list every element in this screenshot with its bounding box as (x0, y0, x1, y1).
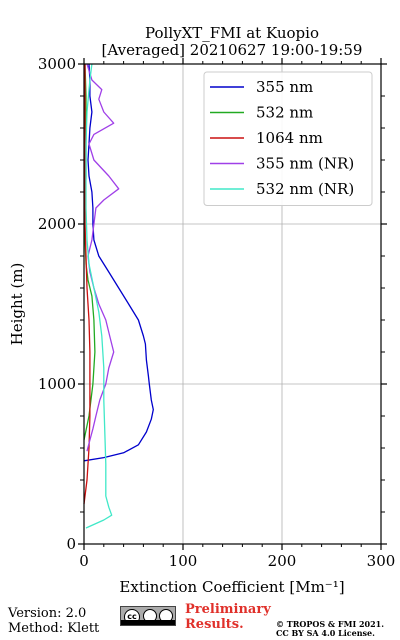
plot-frame (83, 63, 382, 545)
legend-box (203, 71, 373, 206)
series-lines (83, 63, 154, 529)
preliminary-results-notice: Preliminary Results. (185, 602, 271, 632)
x-tick-label: 200 (268, 552, 297, 570)
x-tick-label: 100 (169, 552, 198, 570)
legend-entry-label: 355 nm (256, 78, 313, 96)
y-axis-label: Height (m) (8, 263, 26, 346)
legend-entry-label: 355 nm (NR) (256, 155, 354, 173)
footer-info: Version: 2.0 Method: Klett (8, 606, 99, 636)
copyright-line-1: © TROPOS & FMI 2021. (276, 619, 385, 629)
y-tick-label: 2000 (38, 215, 76, 233)
chart-title: PollyXT_FMI at Kuopio[Averaged] 20210627… (102, 24, 363, 59)
series-line-355-nm (83, 63, 154, 462)
legend-entry-label: 532 nm (NR) (256, 180, 354, 198)
chart-title-line: [Averaged] 20210627 19:00-19:59 (102, 41, 363, 59)
legend-entry-label: 1064 nm (256, 129, 323, 147)
x-axis-label: Extinction Coefficient [Mm⁻¹] (119, 578, 344, 596)
method-label: Method: Klett (8, 621, 100, 636)
x-tick-label: 0 (79, 552, 89, 570)
preliminary-line-1: Preliminary (185, 602, 271, 617)
version-label: Version: 2.0 (8, 606, 87, 621)
legend: 355 nm 532 nm 1064 nm 355 nm (NR) 532 nm (NR… (203, 71, 373, 206)
y-tick-label: 1000 (38, 375, 76, 393)
x-tick-label: 300 (367, 552, 396, 570)
preliminary-line-2: Results. (185, 617, 244, 632)
series-line-532-nm-nr- (85, 63, 113, 529)
y-tick-label: 0 (66, 535, 76, 553)
chart-title-line: PollyXT_FMI at Kuopio (145, 24, 319, 42)
y-tick-label: 3000 (38, 55, 76, 73)
copyright-notice: © TROPOS & FMI 2021. CC BY SA 4.0 Licens… (276, 620, 384, 638)
legend-entry-label: 532 nm (256, 104, 313, 122)
license-badge-icon[interactable]: cc (120, 606, 176, 626)
copyright-line-2: CC BY SA 4.0 License. (276, 628, 375, 638)
